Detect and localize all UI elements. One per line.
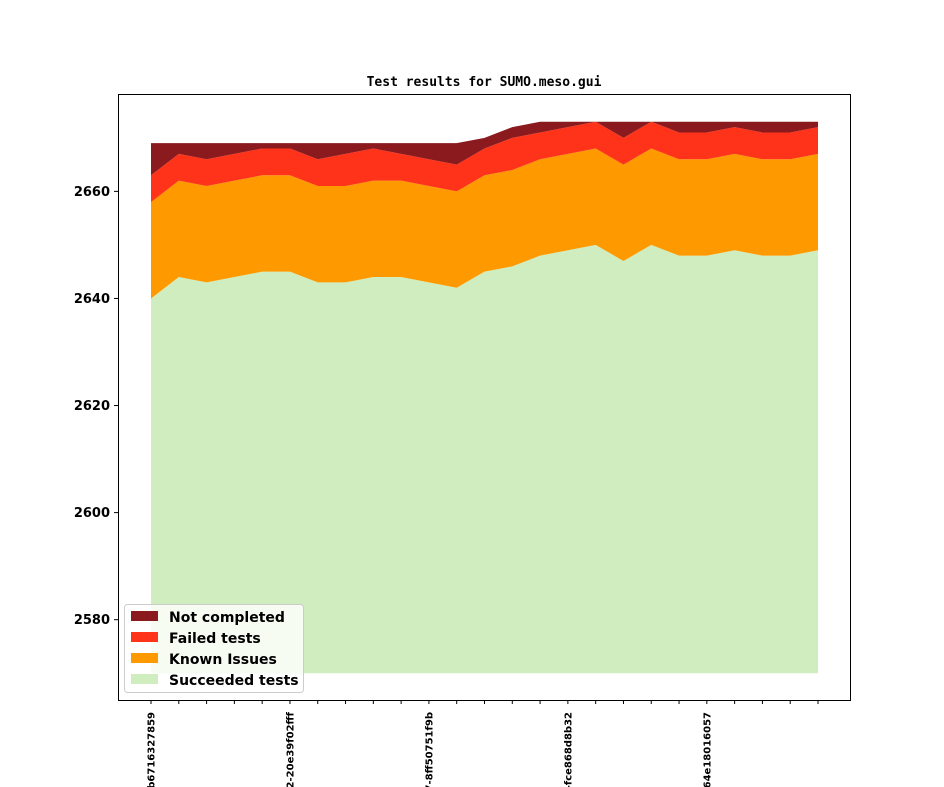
y-axis: 2580 2600 2620 2640 2660	[74, 185, 118, 628]
y-tick-label: 2580	[74, 613, 110, 628]
area-failed-tests	[151, 121, 818, 203]
x-tick-label: -fce868d8b32	[563, 712, 574, 787]
legend-swatch	[131, 674, 158, 684]
area-not-completed	[151, 121, 818, 176]
areas	[151, 121, 818, 674]
y-tick-label: 2660	[74, 185, 110, 200]
legend-swatch	[131, 611, 158, 621]
legend-swatch	[131, 653, 158, 663]
y-tick-label: 2640	[74, 292, 110, 307]
legend: Not completed Failed tests Known Issues Suc…	[124, 604, 304, 693]
legend-swatch	[131, 632, 158, 642]
x-axis: b6716327859 2-20e39f02fff 7-8ff50751f9b -fc…	[147, 700, 819, 787]
x-tick-label: 64e18016057	[702, 712, 713, 787]
y-tick-label: 2600	[74, 506, 110, 521]
y-tick-label: 2620	[74, 399, 110, 414]
x-tick-label: 7-8ff50751f9b	[424, 712, 435, 787]
x-tick-label: 2-20e39f02fff	[285, 711, 296, 787]
legend-label: Succeeded tests	[169, 673, 299, 689]
legend-label: Not completed	[169, 610, 285, 626]
legend-label: Known Issues	[169, 652, 277, 668]
area-succeeded-tests	[151, 244, 818, 674]
legend-box	[124, 604, 304, 693]
x-tick-label: b6716327859	[147, 712, 158, 787]
legend-label: Failed tests	[169, 631, 261, 647]
chart-title: Test results for SUMO.meso.gui	[367, 75, 602, 90]
